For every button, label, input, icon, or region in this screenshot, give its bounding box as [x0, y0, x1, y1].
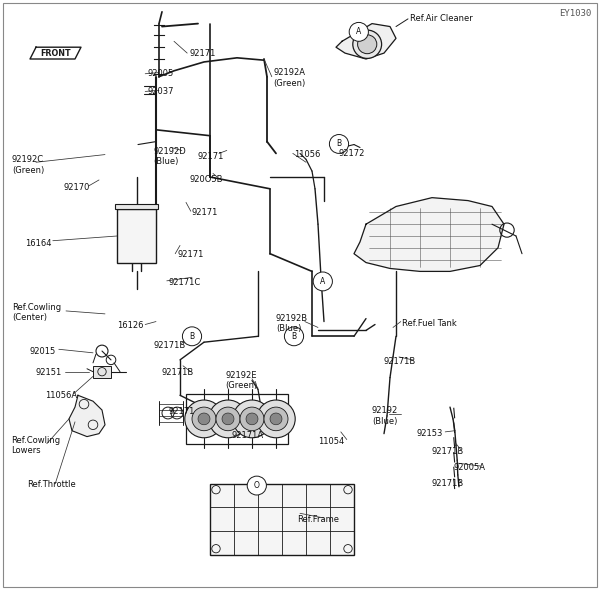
Circle shape: [247, 476, 266, 495]
Text: 92172: 92172: [339, 149, 365, 158]
Circle shape: [349, 22, 368, 41]
Text: 92192B
(Blue): 92192B (Blue): [276, 314, 308, 333]
Bar: [115, 204, 158, 209]
Circle shape: [329, 135, 349, 153]
Text: Ref.Frame: Ref.Frame: [297, 514, 339, 524]
Circle shape: [313, 272, 332, 291]
Text: A: A: [356, 27, 361, 37]
Text: 92151: 92151: [36, 368, 62, 378]
Text: 92192
(Blue): 92192 (Blue): [372, 407, 398, 425]
Text: 92171: 92171: [192, 208, 218, 217]
Text: Ref.Cowling
(Center): Ref.Cowling (Center): [12, 303, 61, 322]
Text: Ref.Fuel Tank: Ref.Fuel Tank: [402, 319, 457, 328]
Circle shape: [358, 35, 377, 54]
Text: Ref.Throttle: Ref.Throttle: [27, 480, 76, 490]
Text: Ref.Cowling
Lowers: Ref.Cowling Lowers: [11, 436, 60, 455]
Text: FRONT: FRONT: [40, 48, 71, 58]
Bar: [93, 366, 111, 378]
Text: B: B: [337, 139, 341, 149]
Text: 92171B: 92171B: [153, 340, 185, 350]
Circle shape: [209, 400, 247, 438]
Text: B: B: [292, 332, 296, 341]
Polygon shape: [336, 24, 396, 59]
Text: 92171C: 92171C: [168, 277, 200, 287]
Bar: [186, 394, 288, 444]
Text: 92170: 92170: [63, 183, 89, 192]
Bar: [210, 484, 354, 555]
Circle shape: [270, 413, 282, 425]
Circle shape: [185, 400, 223, 438]
Text: 92192E
(Green): 92192E (Green): [225, 371, 257, 390]
Text: 92005: 92005: [147, 69, 173, 78]
Circle shape: [240, 407, 264, 431]
Polygon shape: [69, 395, 105, 437]
Polygon shape: [354, 198, 504, 271]
Text: 92192C
(Green): 92192C (Green): [12, 156, 44, 175]
Circle shape: [233, 400, 271, 438]
Text: 92171A: 92171A: [231, 431, 263, 440]
Text: 92037: 92037: [147, 87, 173, 96]
Text: 92192D
(Blue): 92192D (Blue): [153, 147, 186, 166]
Text: 92171B: 92171B: [384, 356, 416, 366]
Text: 16164: 16164: [25, 238, 52, 248]
Polygon shape: [30, 47, 81, 59]
Text: O: O: [254, 481, 260, 490]
Text: 920O5B: 920O5B: [189, 175, 223, 185]
Text: 92005A: 92005A: [453, 463, 485, 472]
Text: B: B: [190, 332, 194, 341]
Circle shape: [192, 407, 216, 431]
Text: 92171B: 92171B: [432, 479, 464, 489]
Text: 92015: 92015: [30, 346, 56, 356]
Text: 92153: 92153: [417, 429, 443, 438]
Text: 92171B: 92171B: [432, 447, 464, 456]
Text: 92171: 92171: [177, 250, 203, 260]
Circle shape: [222, 413, 234, 425]
Text: 11056: 11056: [294, 150, 320, 159]
Text: 92171B: 92171B: [162, 368, 194, 378]
Text: 11056A: 11056A: [45, 391, 77, 400]
Text: 92171: 92171: [189, 48, 215, 58]
Circle shape: [198, 413, 210, 425]
Text: 92171: 92171: [168, 407, 194, 417]
Circle shape: [216, 407, 240, 431]
Circle shape: [246, 413, 258, 425]
Text: 92171: 92171: [198, 152, 224, 161]
Bar: [117, 209, 156, 263]
Text: Ref.Air Cleaner: Ref.Air Cleaner: [410, 14, 473, 24]
Text: 11054: 11054: [318, 437, 344, 446]
Text: EY1030: EY1030: [559, 9, 591, 18]
Circle shape: [182, 327, 202, 346]
Text: A: A: [320, 277, 325, 286]
Circle shape: [264, 407, 288, 431]
Circle shape: [257, 400, 295, 438]
Circle shape: [353, 30, 382, 58]
Circle shape: [284, 327, 304, 346]
Text: 92192A
(Green): 92192A (Green): [273, 68, 305, 87]
Text: 16126: 16126: [117, 321, 143, 330]
